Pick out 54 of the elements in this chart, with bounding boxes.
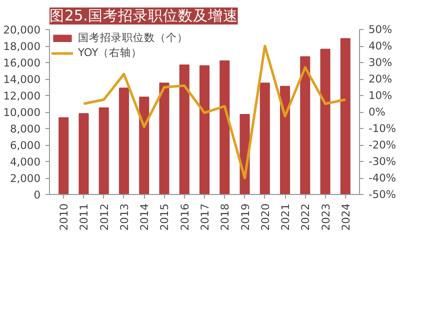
y2-tick-label: -40%: [368, 172, 396, 184]
x-tick-label: 2011: [78, 203, 91, 231]
y-tick-label: 20,000: [3, 24, 41, 36]
y-tick-label: 14,000: [3, 73, 41, 86]
x-tick-label: 2019: [238, 203, 252, 231]
bar: [159, 82, 170, 194]
y2-tick-label: 50%: [368, 23, 392, 36]
bar: [179, 64, 190, 194]
bar: [300, 56, 310, 194]
x-tick-label: 2023: [319, 203, 332, 231]
y2-tick-label: 0%: [368, 106, 386, 118]
x-tick-label: 2024: [339, 203, 352, 231]
bar: [139, 96, 150, 194]
x-tick-label: 2015: [158, 203, 172, 231]
x-tick-label: 2013: [118, 203, 131, 231]
bar: [58, 117, 69, 194]
x-tick-label: 2020: [258, 203, 272, 231]
x-tick-label: 2017: [198, 203, 212, 231]
legend-label: YOY（右轴）: [78, 46, 142, 60]
bar: [98, 107, 109, 194]
bar: [340, 38, 350, 194]
y2-tick-label: 40%: [368, 40, 392, 52]
x-tick-label: 2021: [279, 203, 292, 231]
legend-label: 国考招录职位数（个）: [78, 31, 188, 45]
bar: [78, 113, 89, 194]
x-tick-label: 2018: [218, 203, 232, 231]
bar: [260, 82, 270, 194]
x-tick-label: 2010: [58, 203, 71, 231]
x-tick-label: 2012: [98, 203, 111, 231]
y2-tick-label: 30%: [368, 56, 392, 69]
y2-tick-label: -10%: [368, 122, 396, 135]
x-tick-label: 2014: [138, 203, 152, 231]
y2-tick-label: 20%: [368, 72, 392, 86]
x-tick-label: 2016: [178, 203, 192, 231]
y2-tick-label: -30%: [368, 155, 396, 168]
y-tick-label: 10,000: [3, 106, 41, 119]
y-tick-label: 18,000: [3, 40, 41, 53]
bar: [199, 65, 210, 194]
chart-title: 图25.国考招录职位数及增速: [50, 8, 238, 24]
x-tick-label: 2022: [299, 203, 312, 231]
y-tick-label: 2,000: [10, 172, 41, 185]
y-tick-label: 8,000: [10, 122, 41, 136]
y2-tick-label: -50%: [368, 188, 396, 201]
y-tick-label: 16,000: [3, 56, 41, 70]
bar: [320, 48, 330, 194]
y-tick-label: 12,000: [3, 90, 41, 102]
y-tick-label: 4,000: [10, 156, 41, 168]
y2-tick-label: 10%: [368, 89, 392, 102]
bar: [280, 86, 290, 194]
y-tick-label: 0: [34, 188, 41, 202]
bar: [220, 60, 230, 194]
y-tick-label: 6,000: [10, 139, 41, 152]
y2-tick-label: -20%: [368, 138, 396, 152]
bar: [118, 88, 130, 194]
